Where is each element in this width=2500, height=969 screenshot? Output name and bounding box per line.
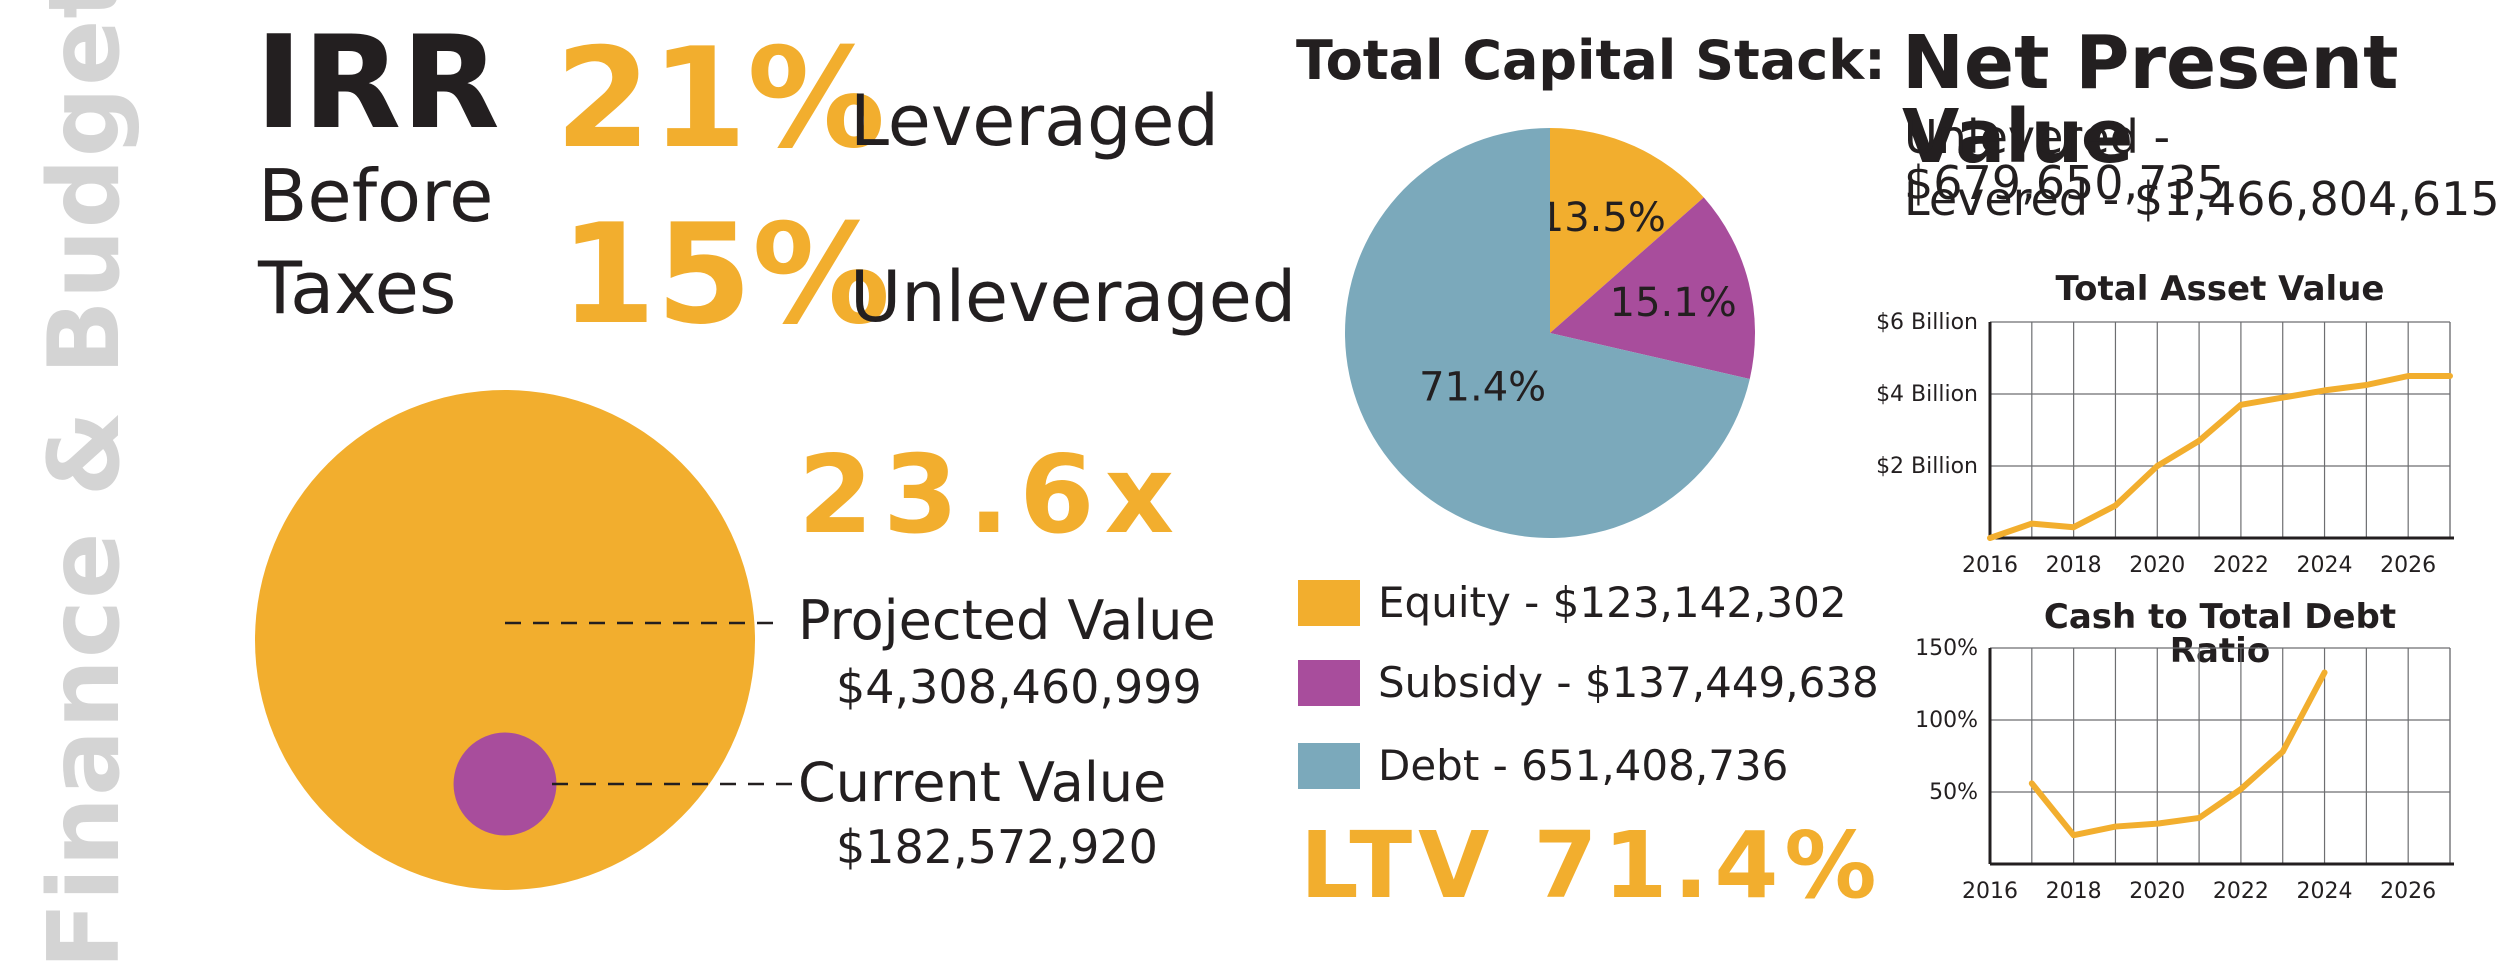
legend-debt: Debt - 651,408,736 [1378, 745, 1788, 787]
pie-label-debt: 71.4% [1419, 365, 1546, 411]
capital-stack-pie: 13.5% 15.1% 71.4% [1340, 120, 1780, 560]
capital-stack-title: Total Capital Stack: [1296, 34, 1886, 88]
x-tick-label: 2016 [1962, 879, 2018, 904]
series-line-asset [1990, 376, 2450, 538]
x-tick-label: 2024 [2297, 553, 2353, 578]
pie-label-equity: 13.5% [1539, 195, 1666, 241]
legend-equity: Equity - $123,142,302 [1378, 582, 1847, 624]
legend-swatch-debt [1298, 743, 1360, 789]
y-tick-label: 50% [1929, 780, 1978, 805]
pie-label-subsidy: 15.1% [1610, 280, 1737, 326]
y-tick-label: 100% [1915, 708, 1978, 733]
chart-grid [1990, 322, 2450, 538]
y-tick-label: $4 Billion [1876, 382, 1978, 407]
x-tick-label: 2018 [2046, 879, 2102, 904]
legend-swatch-equity [1298, 580, 1360, 626]
projected-value-amount: $4,308,460,999 [836, 664, 1202, 710]
series-line-cash [2032, 672, 2325, 835]
current-value-amount: $182,572,920 [836, 824, 1158, 870]
npv-levered: Levered - $1,466,804,615 [1904, 176, 2500, 222]
y-tick-label: $2 Billion [1876, 454, 1978, 479]
chart-grid [1990, 648, 2450, 864]
value-circles [0, 0, 820, 940]
x-tick-label: 2022 [2213, 879, 2269, 904]
x-tick-label: 2026 [2380, 879, 2436, 904]
current-value-circle [454, 733, 557, 836]
x-tick-label: 2024 [2297, 879, 2353, 904]
ltv-value: LTV 71.4% [1300, 820, 1883, 912]
x-tick-label: 2016 [1962, 553, 2018, 578]
y-tick-label: 150% [1915, 636, 1978, 661]
asset-value-chart-title: Total Asset Value [1990, 272, 2450, 306]
cash-debt-chart: 50% 100% 150% 2016 2018 2020 2022 2024 2026 [1860, 636, 2460, 916]
leveraged-label: Leveraged [850, 86, 1219, 156]
asset-value-chart: $2 Billion $4 Billion $6 Billion 2016 2018 20… [1860, 310, 2460, 590]
value-multiple: 23.6x [798, 442, 1184, 550]
x-tick-label: 2020 [2129, 553, 2185, 578]
x-tick-label: 2020 [2129, 879, 2185, 904]
x-tick-label: 2026 [2380, 553, 2436, 578]
y-tick-label: $6 Billion [1876, 310, 1978, 335]
x-tick-label: 2022 [2213, 553, 2269, 578]
legend-swatch-subsidy [1298, 660, 1360, 706]
current-value-label: Current Value [798, 756, 1166, 810]
legend-subsidy: Subsidy - $137,449,638 [1378, 662, 1879, 704]
x-tick-label: 2018 [2046, 553, 2102, 578]
unleveraged-label: Unleveraged [850, 262, 1296, 332]
projected-value-label: Projected Value [798, 594, 1216, 648]
